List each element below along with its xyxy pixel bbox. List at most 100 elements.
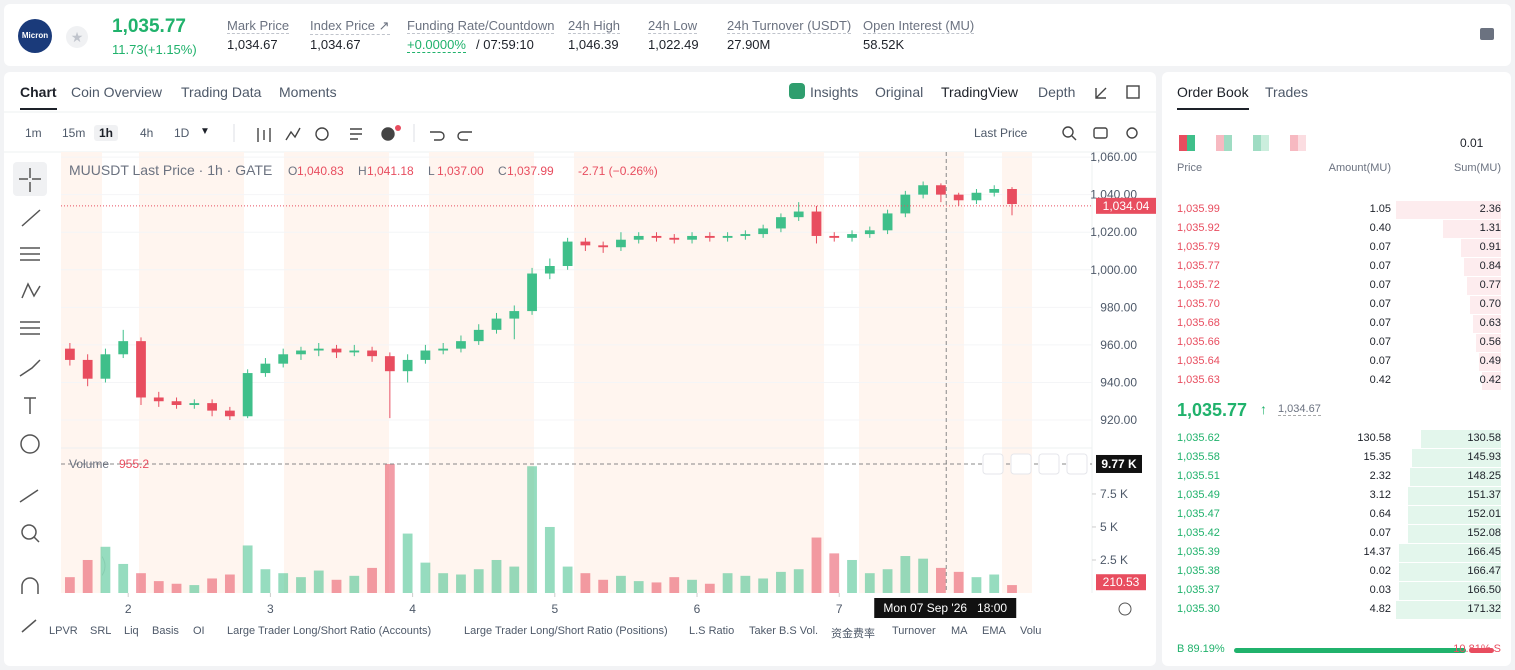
ohlc-value: 1,037.00 xyxy=(437,164,484,178)
ob-sum: 0.42 xyxy=(1479,374,1501,386)
ob-price[interactable]: 1,035.47 xyxy=(1177,508,1220,520)
ob-price[interactable]: 1,035.92 xyxy=(1177,222,1220,234)
ob-amount: 0.07 xyxy=(1369,317,1391,329)
depth-view-toggle[interactable] xyxy=(1216,135,1232,151)
view-tab[interactable]: Original xyxy=(875,84,924,100)
favorite[interactable]: ★ xyxy=(66,26,88,48)
ob-amount: 0.03 xyxy=(1369,584,1391,596)
ob-price[interactable]: 1,035.70 xyxy=(1177,298,1220,310)
volume-tick-label: 7.5 K xyxy=(1100,487,1128,501)
interval[interactable]: 1h xyxy=(94,125,119,141)
depth-view-toggle[interactable] xyxy=(1253,135,1269,151)
volume-bar xyxy=(171,583,182,593)
volume-bar xyxy=(456,574,466,593)
ob-price[interactable]: 1,035.37 xyxy=(1177,584,1220,596)
indicator-tab[interactable]: Volu xyxy=(1020,625,1042,637)
volume-tag: 9.77 K xyxy=(1101,457,1137,471)
chart-toolbar-icons[interactable] xyxy=(257,85,1140,142)
volume-bar xyxy=(260,569,271,593)
ob-price[interactable]: 1,035.58 xyxy=(1177,451,1220,463)
ob-price[interactable]: 1,035.51 xyxy=(1177,470,1220,482)
interval[interactable]: 1D xyxy=(174,126,190,140)
indicator-tab[interactable]: L.S Ratio xyxy=(689,625,735,637)
view-tab[interactable]: TradingView xyxy=(941,84,1019,100)
depth-view-toggle[interactable] xyxy=(1179,135,1195,151)
volume-bar xyxy=(580,573,591,593)
ob-price[interactable]: 1,035.30 xyxy=(1177,603,1220,615)
ob-sum: 0.77 xyxy=(1479,279,1501,291)
ob-amount: 0.07 xyxy=(1369,527,1391,539)
sell-ratio: 10.81% S xyxy=(1453,643,1501,655)
ob-price[interactable]: 1,035.66 xyxy=(1177,336,1220,348)
volume-bar xyxy=(936,567,946,593)
ob-tab[interactable]: Order Book xyxy=(1177,84,1249,110)
candle-body xyxy=(847,234,857,238)
ob-price[interactable]: 1,035.72 xyxy=(1177,279,1220,291)
ob-price[interactable]: 1,035.39 xyxy=(1177,546,1220,558)
ob-price[interactable]: 1,035.63 xyxy=(1177,374,1220,386)
depth-bar xyxy=(1482,372,1501,390)
dropdown-arrow[interactable]: ▼ xyxy=(200,126,210,137)
interval[interactable]: 1m xyxy=(25,126,42,140)
ob-tab[interactable]: Trades xyxy=(1265,84,1309,100)
indicator-tab[interactable]: MA xyxy=(951,625,968,637)
indicator-tab[interactable]: Basis xyxy=(152,625,179,637)
chart-tab[interactable]: Trading Data xyxy=(181,84,262,100)
indicator-tab[interactable]: Large Trader Long/Short Ratio (Accounts) xyxy=(227,625,432,637)
ob-price[interactable]: 1,035.79 xyxy=(1177,241,1220,253)
indicator-tab[interactable]: OI xyxy=(193,625,205,637)
indicator-tab[interactable]: Liq xyxy=(124,625,139,637)
menu-icon[interactable] xyxy=(1480,28,1494,40)
step[interactable]: 0.01 xyxy=(1460,136,1484,150)
ob-price[interactable]: 1,035.99 xyxy=(1177,203,1220,215)
ob-price[interactable]: 1,035.38 xyxy=(1177,565,1220,577)
depth-view-toggle[interactable] xyxy=(1290,135,1306,151)
chart-tab[interactable]: Coin Overview xyxy=(71,84,163,100)
indicator-tab[interactable]: Taker B.S Vol. xyxy=(749,625,819,637)
depth-bar xyxy=(1396,201,1501,219)
depth-bar xyxy=(1420,430,1501,448)
view-tab[interactable]: Depth xyxy=(1038,84,1076,100)
chart-tab[interactable]: Chart xyxy=(20,84,57,110)
ob-amount: 0.07 xyxy=(1369,355,1391,367)
volume-tick-label: 2.5 K xyxy=(1100,553,1128,567)
ob-price[interactable]: 1,035.68 xyxy=(1177,317,1220,329)
ob-price[interactable]: 1,035.49 xyxy=(1177,489,1220,501)
candle-body xyxy=(491,318,502,330)
ob-price[interactable]: 1,035.64 xyxy=(1177,355,1220,367)
ob-price[interactable]: 1,035.62 xyxy=(1177,432,1220,444)
candle-body xyxy=(171,401,182,405)
interval[interactable]: 15m xyxy=(62,126,86,140)
y-tick-label: 1,000.00 xyxy=(1090,263,1137,277)
candle-body xyxy=(704,235,715,238)
ob-price[interactable]: 1,035.77 xyxy=(1177,260,1220,272)
interval[interactable]: 4h xyxy=(140,126,154,140)
ob-price[interactable]: 1,035.42 xyxy=(1177,527,1220,539)
ob-sum: 0.56 xyxy=(1479,336,1501,348)
x-tick-label: 7 xyxy=(836,602,843,616)
stat-label: Open Interest (MU) xyxy=(863,18,975,34)
logo: Micron xyxy=(18,19,52,53)
chart-tab[interactable]: Moments xyxy=(279,84,337,100)
y-tick-label: 1,020.00 xyxy=(1090,225,1137,239)
indicator-tab[interactable]: Turnover xyxy=(892,625,936,637)
view-tab[interactable]: Insights xyxy=(810,84,859,100)
settings-icon[interactable] xyxy=(1118,602,1132,616)
drawing-tools[interactable] xyxy=(13,162,47,633)
ob-amount: 2.32 xyxy=(1369,470,1391,482)
candle-body xyxy=(189,403,200,405)
indicator-tab[interactable]: LPVR xyxy=(49,625,78,637)
indicator-tab[interactable]: Large Trader Long/Short Ratio (Positions… xyxy=(464,625,668,637)
candle-body xyxy=(793,211,804,218)
price-type[interactable]: Last Price xyxy=(974,126,1028,140)
indicator-tab[interactable]: EMA xyxy=(982,625,1006,637)
volume-bar xyxy=(207,578,217,593)
indicator-tab[interactable]: 资金费率 xyxy=(831,628,875,640)
candle-body xyxy=(651,235,662,238)
pane-button xyxy=(982,453,1004,475)
indicator-tab[interactable]: SRL xyxy=(90,625,112,637)
chart-panel: TV 1,060.001,040.001,020.001,000.00980.0… xyxy=(4,72,1156,666)
volume-bar xyxy=(776,571,786,593)
last-price-tag-bg xyxy=(1096,197,1156,214)
candle-body xyxy=(260,363,271,374)
